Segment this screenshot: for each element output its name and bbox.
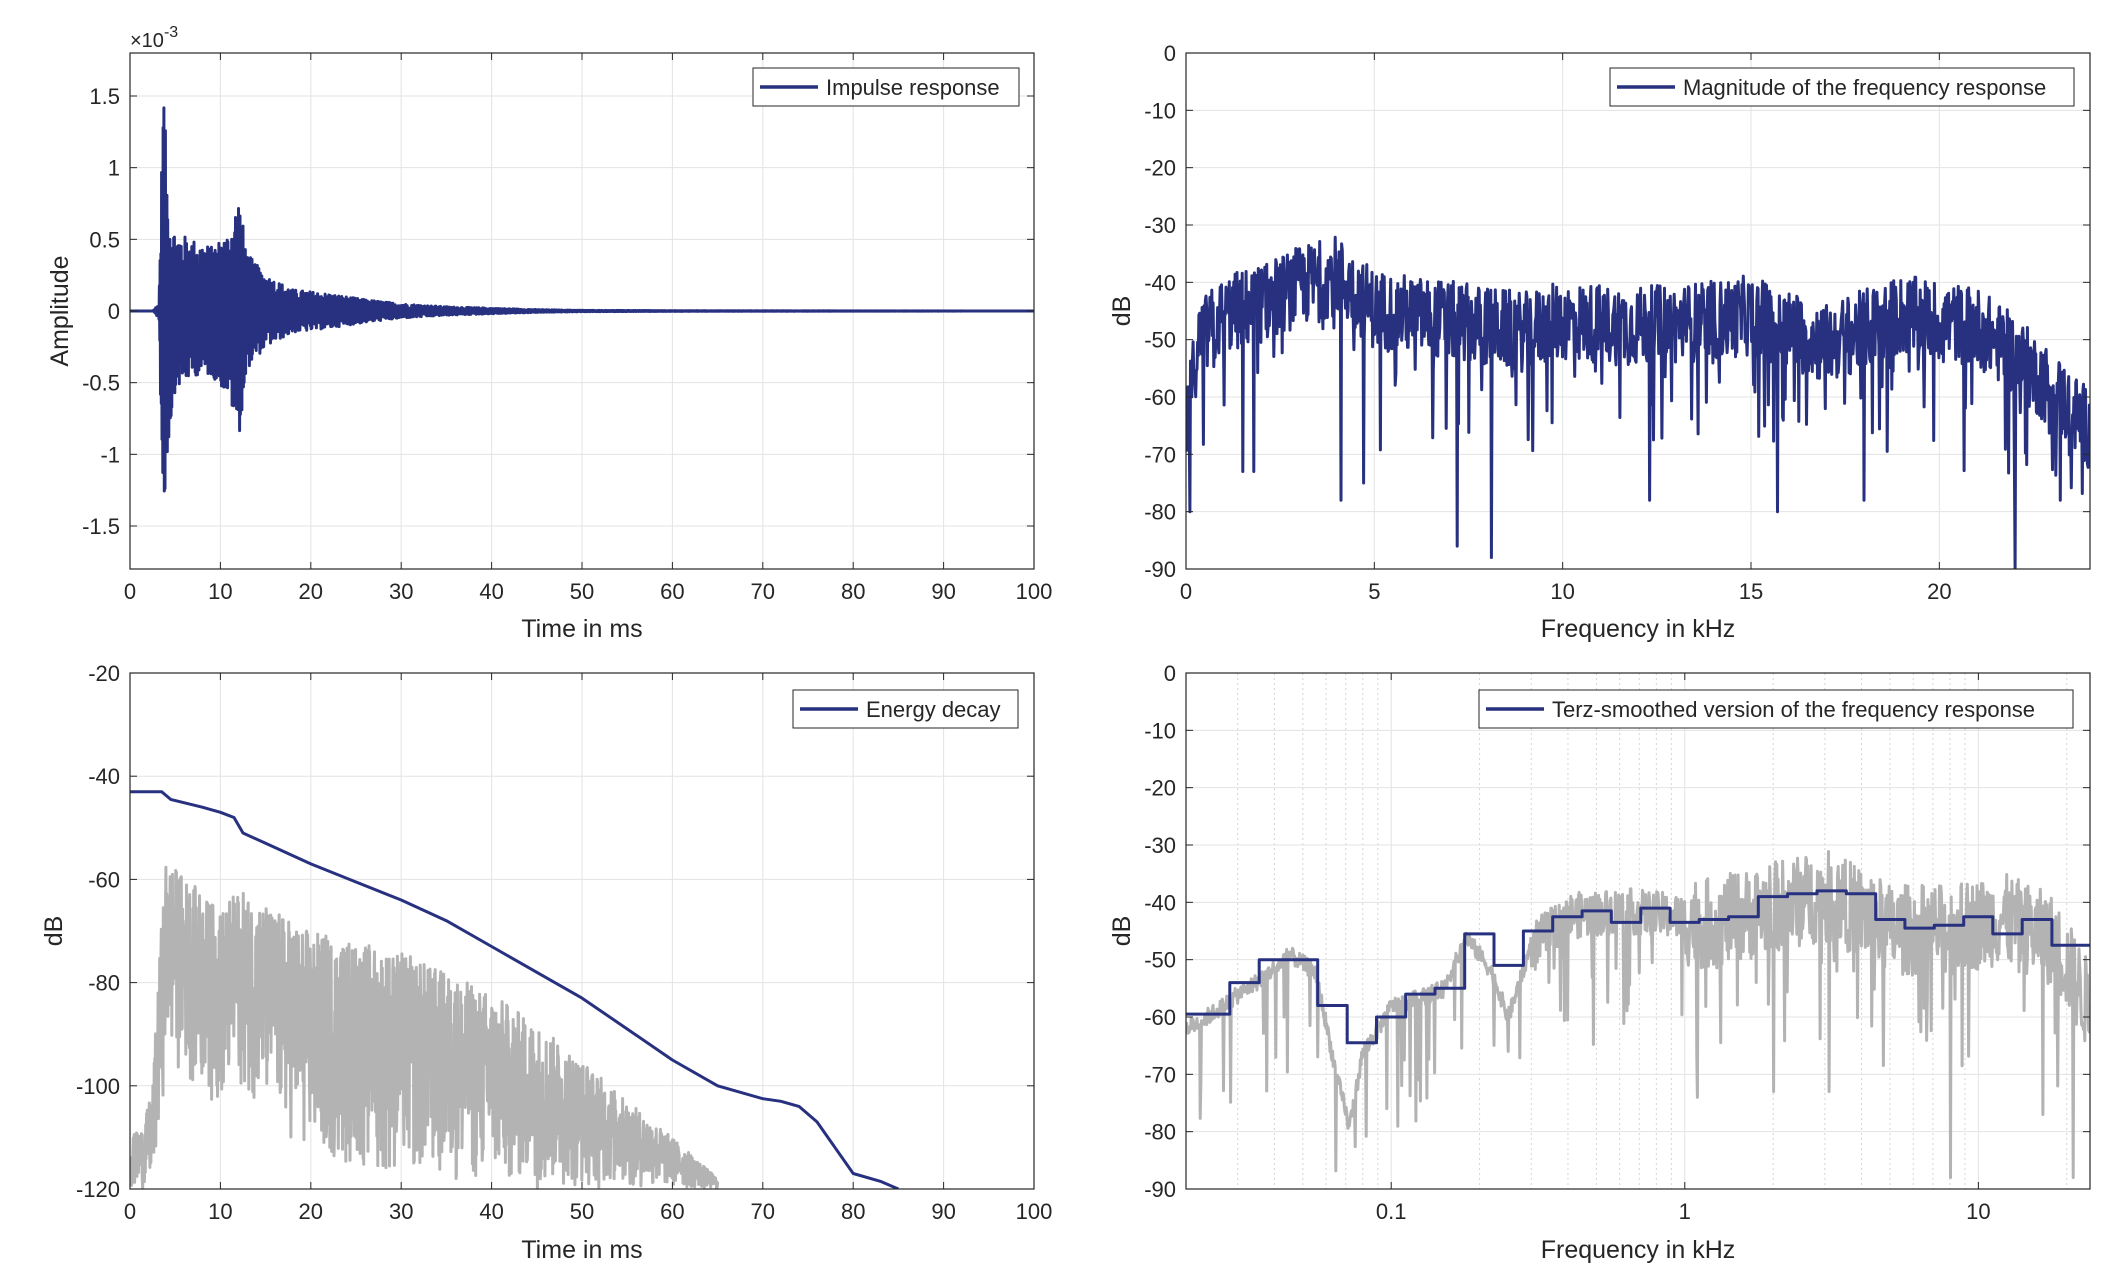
y-tick-label: 0	[108, 299, 120, 324]
x-tick-label: 0.1	[1376, 1199, 1407, 1224]
y-tick-label: 0.5	[89, 227, 120, 252]
x-tick-label: 80	[841, 1199, 865, 1224]
x-tick-label: 60	[660, 579, 684, 604]
y-tick-label: -60	[88, 867, 120, 892]
x-tick-label: 1	[1679, 1199, 1691, 1224]
x-axis-label: Frequency in kHz	[1541, 1236, 1736, 1264]
y-tick-label: -0.5	[82, 371, 120, 396]
y-tick-label: -80	[1144, 500, 1176, 525]
x-tick-label: 90	[931, 1199, 955, 1224]
series-line-energy-decay	[130, 790, 899, 1189]
impulse-response-panel: 0 10 20 30 40 50 60 70 80 90 100 -1.5 -1 -0.5 0 0.5 1 1.5…	[46, 24, 1052, 643]
y-axis-label: dB	[40, 916, 68, 947]
y-tick-label: -20	[1144, 776, 1176, 801]
y-tick-label: -1.5	[82, 514, 120, 539]
axes-box	[1185, 52, 2091, 570]
x-tick-label: 100	[1016, 579, 1053, 604]
series-line-raw	[130, 865, 720, 1189]
legend: Magnitude of the frequency response	[1609, 67, 2075, 107]
legend-box	[1478, 689, 2074, 729]
y-tick-label: -50	[1144, 948, 1176, 973]
x-tick-label: 0	[1180, 579, 1192, 604]
series-line-impulse-response	[130, 106, 1034, 493]
legend: Impulse response	[752, 67, 1020, 107]
series-line-raw	[1186, 850, 2090, 1179]
legend-box	[1609, 67, 2075, 107]
y-tick-label: -90	[1144, 1177, 1176, 1202]
y-tick-label: -80	[1144, 1120, 1176, 1145]
y-tick-label: -70	[1144, 442, 1176, 467]
series-line-magnitude-of-the-frequency-response	[1186, 235, 2090, 569]
x-axis-label: Time in ms	[521, 1236, 642, 1264]
legend-label: Terz-smoothed version of the frequency r…	[1552, 697, 2035, 722]
exponent-base: ×10	[130, 30, 164, 52]
x-tick-label: 60	[660, 1199, 684, 1224]
x-tick-label: 50	[570, 579, 594, 604]
legend-label: Impulse response	[826, 75, 1000, 100]
energy-decay-panel: 0 10 20 30 40 50 60 70 80 90 100 -20 -40 -60 -80 -100 -1…	[40, 661, 1052, 1264]
y-tick-label: -80	[88, 971, 120, 996]
y-tick-label: -30	[1144, 833, 1176, 858]
x-tick-label: 0	[124, 579, 136, 604]
y-tick-label: -40	[88, 764, 120, 789]
x-tick-label: 10	[208, 1199, 232, 1224]
y-tick-label: -30	[1144, 213, 1176, 238]
legend: Energy decay	[792, 689, 1019, 729]
y-tick-label: 0	[1164, 661, 1176, 686]
y-tick-label: -70	[1144, 1062, 1176, 1087]
y-tick-label: 0	[1164, 41, 1176, 66]
x-tick-label: 5	[1368, 579, 1380, 604]
legend-label: Energy decay	[866, 697, 1001, 722]
x-tick-label: 30	[389, 579, 413, 604]
axis-exponent: ×10-3	[130, 24, 178, 52]
x-tick-label: 20	[299, 1199, 323, 1224]
terz-smoothed-panel: 0.1 1 10 0 -10 -20 -30 -40 -50 -60 -70 -80 -90 Frequ…	[1108, 661, 2091, 1264]
x-tick-label: 80	[841, 579, 865, 604]
magnitude-panel: 0 5 10 15 20 0 -10 -20 -30 -40 -50 -60 -70 -80 -90 Fre…	[1108, 41, 2091, 643]
legend: Terz-smoothed version of the frequency r…	[1478, 689, 2074, 729]
y-tick-label: -50	[1144, 328, 1176, 353]
x-tick-label: 40	[479, 579, 503, 604]
y-tick-label: -1	[100, 442, 120, 467]
x-tick-label: 40	[479, 1199, 503, 1224]
y-tick-label: -40	[1144, 890, 1176, 915]
x-tick-label: 30	[389, 1199, 413, 1224]
x-axis-label: Time in ms	[521, 615, 642, 643]
y-tick-label: -10	[1144, 98, 1176, 123]
y-tick-label: -120	[76, 1177, 120, 1202]
y-axis-label: dB	[1108, 296, 1136, 327]
x-tick-label: 70	[751, 579, 775, 604]
x-tick-label: 20	[299, 579, 323, 604]
x-tick-label: 50	[570, 1199, 594, 1224]
y-axis-label: Amplitude	[46, 255, 74, 366]
x-tick-label: 20	[1927, 579, 1951, 604]
x-tick-label: 90	[931, 579, 955, 604]
x-tick-label: 10	[1550, 579, 1574, 604]
y-tick-label: -20	[88, 661, 120, 686]
x-axis-label: Frequency in kHz	[1541, 615, 1736, 643]
exponent-power: -3	[164, 24, 178, 41]
y-tick-label: -20	[1144, 156, 1176, 181]
y-tick-label: -90	[1144, 557, 1176, 582]
x-tick-label: 10	[1966, 1199, 1990, 1224]
legend-label: Magnitude of the frequency response	[1683, 75, 2046, 100]
y-tick-label: 1.5	[89, 84, 120, 109]
x-tick-label: 100	[1016, 1199, 1053, 1224]
y-tick-label: -60	[1144, 1005, 1176, 1030]
x-tick-label: 10	[208, 579, 232, 604]
x-tick-label: 0	[124, 1199, 136, 1224]
y-tick-label: -100	[76, 1074, 120, 1099]
series-line-terz-smoothed-version-of-the-frequency-response	[1186, 889, 2090, 1045]
y-tick-label: -60	[1144, 385, 1176, 410]
y-tick-label: -40	[1144, 270, 1176, 295]
x-tick-label: 15	[1739, 579, 1763, 604]
y-tick-label: -10	[1144, 718, 1176, 743]
axes-box	[1185, 672, 2091, 1190]
y-tick-label: 1	[108, 156, 120, 181]
x-tick-label: 70	[751, 1199, 775, 1224]
y-axis-label: dB	[1108, 916, 1136, 947]
